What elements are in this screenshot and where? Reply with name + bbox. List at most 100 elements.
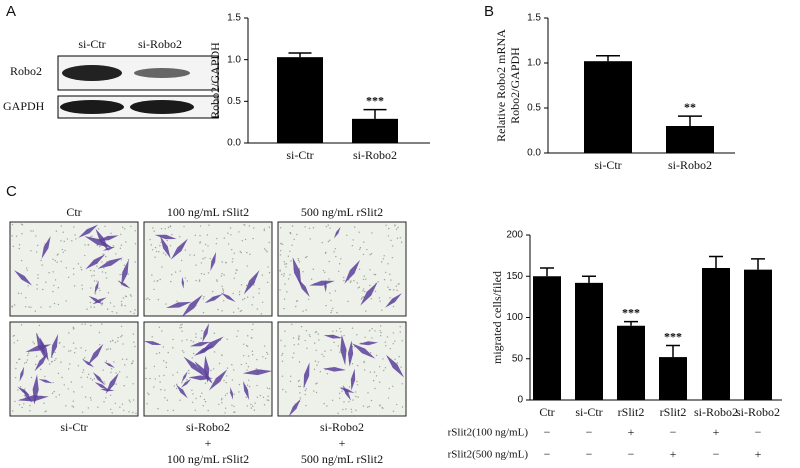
speck <box>129 294 132 296</box>
speck <box>308 227 311 230</box>
speck <box>82 369 85 371</box>
speck <box>17 389 19 391</box>
speck <box>128 411 130 413</box>
speck <box>103 401 105 403</box>
speck <box>385 224 387 226</box>
speck <box>154 246 157 249</box>
speck <box>256 308 259 310</box>
speck <box>358 248 361 250</box>
cell <box>344 259 361 284</box>
speck <box>190 339 192 342</box>
speck <box>52 381 54 384</box>
speck <box>73 352 76 354</box>
speck <box>71 405 73 407</box>
speck <box>191 357 193 359</box>
speck <box>65 267 68 269</box>
speck <box>349 281 352 284</box>
speck <box>84 357 86 359</box>
speck <box>394 340 396 342</box>
speck <box>157 407 159 410</box>
speck <box>96 280 98 282</box>
speck <box>312 227 315 229</box>
band <box>60 100 124 114</box>
speck <box>149 377 151 380</box>
speck <box>234 411 236 413</box>
speck <box>231 379 234 381</box>
speck <box>105 348 108 351</box>
speck <box>239 310 242 313</box>
speck <box>246 345 249 348</box>
speck <box>351 363 354 365</box>
speck <box>390 239 392 242</box>
speck <box>267 266 269 268</box>
speck <box>72 273 75 275</box>
speck <box>322 269 325 272</box>
speck <box>106 308 109 310</box>
speck <box>191 401 194 403</box>
speck <box>379 335 382 337</box>
cell <box>50 334 59 359</box>
speck <box>308 334 311 336</box>
cell <box>322 366 346 372</box>
speck <box>398 283 400 285</box>
speck <box>32 230 34 232</box>
speck <box>200 272 203 275</box>
speck <box>329 292 331 294</box>
speck <box>212 290 214 293</box>
speck <box>172 347 174 349</box>
speck <box>68 332 70 334</box>
speck <box>283 275 285 277</box>
speck <box>396 289 398 292</box>
speck <box>369 371 372 373</box>
speck <box>232 292 234 295</box>
speck <box>353 279 355 282</box>
speck <box>60 260 62 263</box>
speck <box>221 272 223 275</box>
significance: *** <box>622 305 640 319</box>
speck <box>84 244 86 246</box>
speck <box>188 369 190 372</box>
speck <box>67 276 70 279</box>
speck <box>117 340 119 342</box>
speck <box>195 333 197 335</box>
speck <box>339 351 341 353</box>
cell <box>14 270 33 286</box>
cell <box>292 257 302 287</box>
speck <box>216 279 218 281</box>
speck <box>30 376 33 379</box>
speck <box>203 273 205 276</box>
image-label: 100 ng/mL rSlit2 <box>167 452 249 466</box>
speck <box>356 384 359 386</box>
image-label: + <box>339 436 346 450</box>
speck <box>130 225 132 227</box>
speck <box>253 227 255 229</box>
cell <box>41 235 51 259</box>
speck <box>73 285 76 287</box>
y-tick-label: 100 <box>506 312 523 323</box>
speck <box>134 309 136 311</box>
speck <box>207 245 209 247</box>
cell <box>175 384 188 399</box>
speck <box>45 281 47 283</box>
lane-label: si-Robo2 <box>138 37 182 51</box>
speck <box>36 288 38 290</box>
speck <box>328 278 330 280</box>
speck <box>145 377 147 380</box>
speck <box>84 396 87 398</box>
speck <box>57 287 60 289</box>
speck <box>366 406 369 408</box>
speck <box>11 235 13 237</box>
significance: *** <box>664 329 682 343</box>
speck <box>215 242 218 245</box>
speck <box>113 305 115 308</box>
speck <box>240 251 242 254</box>
speck <box>353 226 356 228</box>
speck <box>161 266 163 268</box>
speck <box>327 240 330 243</box>
speck <box>281 352 284 355</box>
speck <box>283 272 285 275</box>
speck <box>247 355 250 357</box>
speck <box>96 244 98 247</box>
speck <box>247 366 250 368</box>
speck <box>373 371 376 373</box>
